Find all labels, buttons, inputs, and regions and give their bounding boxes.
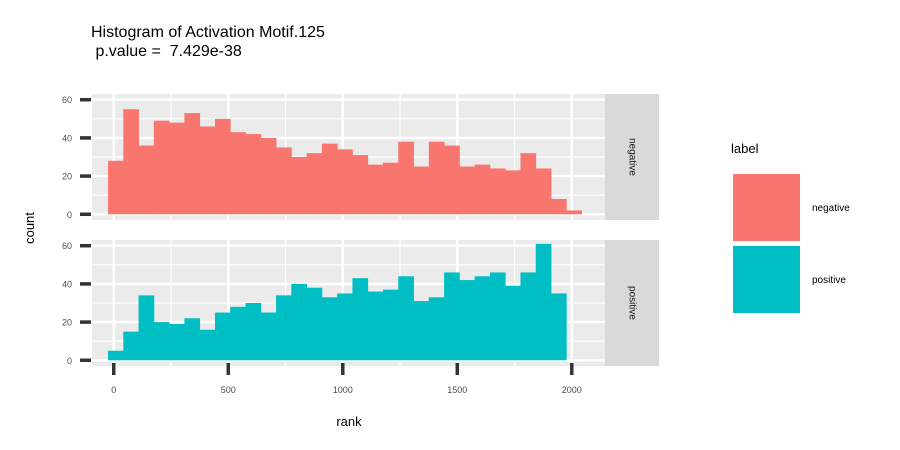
histogram-bar [123, 109, 139, 215]
histogram-bar [444, 272, 460, 361]
histogram-bar [352, 155, 369, 215]
histogram-bar [535, 243, 552, 361]
histogram-bar [291, 157, 308, 215]
histogram-bar [535, 168, 552, 215]
x-tick-label: 1000 [333, 385, 353, 395]
histogram-bar [382, 162, 399, 215]
x-axis-label: rank [336, 414, 362, 429]
facet-panel-negative: 0 20 40 60 negative [62, 94, 659, 220]
histogram-bar [276, 295, 292, 361]
histogram-bar [551, 199, 567, 215]
histogram-bar [505, 285, 521, 361]
histogram-bar [230, 306, 246, 361]
histogram-bar [398, 141, 414, 215]
histogram-bar [520, 153, 537, 215]
y-tick-label: 60 [62, 95, 72, 105]
histogram-bar [169, 324, 185, 361]
histogram-bar [245, 303, 262, 361]
histogram-bar [566, 210, 582, 215]
y-tick-label: 0 [67, 356, 72, 366]
facet-strip [605, 240, 659, 366]
histogram-bar [138, 295, 155, 361]
histogram-bar [184, 318, 201, 361]
chart-subtitle: p.value = 7.429e-38 [91, 43, 242, 60]
x-tick-label: 2000 [562, 385, 582, 395]
histogram-bar [489, 168, 506, 215]
histogram-bar [413, 166, 430, 215]
histogram-bar [474, 276, 491, 361]
facet-strip-label: negative [626, 138, 637, 176]
histogram-bar [260, 312, 277, 361]
y-tick-label: 40 [62, 133, 72, 143]
histogram-bar [459, 280, 476, 361]
histogram-bar [551, 293, 567, 361]
legend: label negative positive [731, 141, 850, 313]
histogram-bar [291, 283, 308, 361]
histogram-bar [214, 312, 231, 361]
facet-strip-label: positive [626, 286, 637, 320]
histogram-bar [199, 126, 216, 215]
chart-title: Histogram of Activation Motif.125 [91, 24, 325, 41]
histogram-bar [153, 120, 170, 215]
legend-key-negative [733, 174, 800, 241]
histogram-bar [276, 147, 292, 215]
histogram-bar [352, 278, 369, 361]
histogram-bar [321, 143, 338, 215]
histogram-bar [108, 160, 124, 215]
histogram-bar [505, 170, 521, 215]
histogram-bar [337, 149, 353, 215]
histogram-bar [123, 331, 139, 361]
facet-strip [605, 94, 659, 220]
histogram-bar [214, 118, 231, 215]
legend-key-positive [733, 246, 800, 313]
facet-panels: 0 20 40 60 negative 0 20 40 60 positive [62, 94, 659, 366]
histogram-bar [474, 164, 491, 215]
histogram-bar [245, 134, 262, 215]
x-tick-label: 1500 [447, 385, 467, 395]
histogram-bar [260, 137, 277, 215]
y-tick-label: 20 [62, 172, 72, 182]
legend-label: positive [812, 275, 846, 286]
facet-panel-positive: 0 20 40 60 positive [62, 240, 659, 366]
histogram-bar [459, 166, 476, 215]
histogram-bar [169, 122, 185, 215]
histogram-bar [520, 272, 537, 361]
histogram-bar [428, 297, 445, 361]
x-tick-label: 0 [111, 385, 116, 395]
histogram-bar [413, 301, 430, 361]
legend-title: label [731, 141, 759, 156]
y-axis-label: count [22, 212, 37, 244]
histogram-bar [138, 145, 155, 215]
histogram-bar [489, 272, 506, 361]
histogram-bar [321, 297, 338, 361]
histogram-bar [428, 141, 445, 215]
histogram-bar [230, 132, 246, 215]
x-axis: 0 500 1000 1500 2000 [111, 363, 582, 395]
histogram-bar [398, 276, 414, 361]
histogram-bar [306, 153, 323, 215]
legend-label: negative [812, 203, 850, 214]
y-tick-label: 0 [67, 210, 72, 220]
histogram-bar [337, 293, 353, 361]
histogram-bar [108, 350, 124, 361]
histogram-bar [367, 291, 384, 361]
histogram-bar [306, 287, 323, 361]
histogram-bar [444, 145, 460, 215]
histogram-bar [199, 329, 216, 361]
x-tick-label: 500 [221, 385, 236, 395]
y-tick-label: 40 [62, 279, 72, 289]
histogram-bar [184, 113, 201, 215]
histogram-bar [153, 322, 170, 361]
histogram-bar [367, 164, 384, 215]
y-tick-label: 20 [62, 318, 72, 328]
y-tick-label: 60 [62, 241, 72, 251]
histogram-bar [382, 289, 399, 361]
